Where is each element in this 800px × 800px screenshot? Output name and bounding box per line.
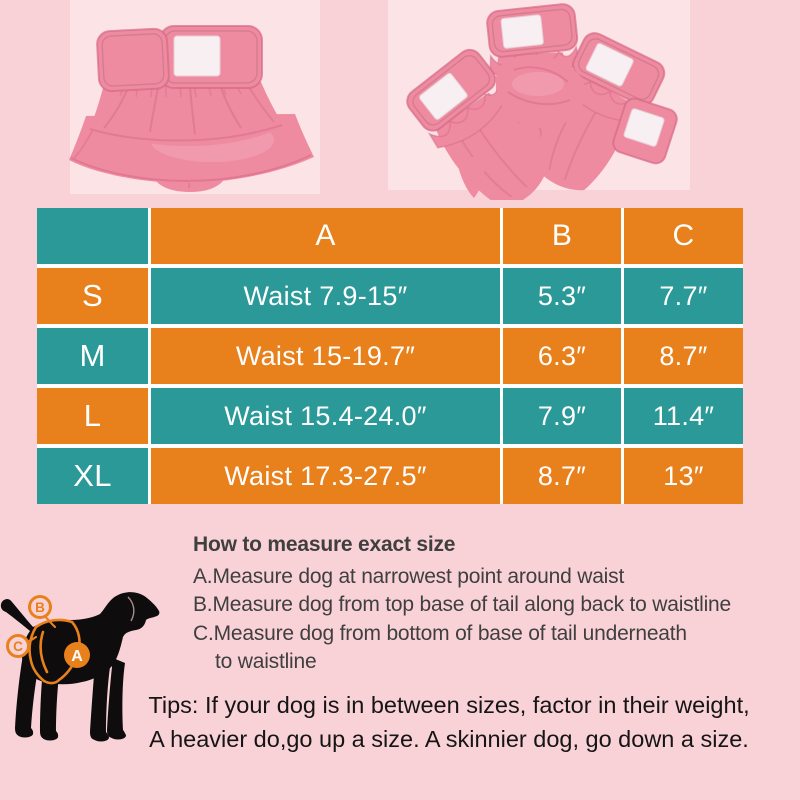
- product-photo-diaper-set: [388, 0, 690, 200]
- tips-note: Tips: If your dog is in between sizes, f…: [96, 689, 800, 756]
- measure-line-c: C.Measure dog from bottom of base of tai…: [193, 621, 687, 645]
- measure-line-a: A.Measure dog at narrowest point around …: [193, 564, 625, 588]
- measure-instructions: How to measure exact size A.Measure dog …: [193, 531, 798, 677]
- table-corner-cell: [37, 208, 148, 264]
- dog-ear-line: [127, 596, 135, 622]
- marker-b-circle: [28, 595, 52, 619]
- row-m-waist: Waist 15-19.7″: [151, 328, 500, 384]
- marker-c-circle: [6, 634, 30, 658]
- row-s-c: 7.7″: [624, 268, 743, 324]
- row-m-label: M: [37, 328, 148, 384]
- row-l-label: L: [37, 388, 148, 444]
- tips-line-2: A heavier do,go up a size. A skinnier do…: [149, 725, 749, 752]
- marker-b-letter: B: [35, 600, 45, 615]
- table-header-b: B: [503, 208, 621, 264]
- row-s-waist: Waist 7.9-15″: [151, 268, 500, 324]
- table-header-a: A: [151, 208, 500, 264]
- crumpled-ruffles: [496, 54, 586, 128]
- row-s-label: S: [37, 268, 148, 324]
- marker-c-letter: C: [13, 639, 23, 654]
- diaper-outline: [28, 618, 81, 685]
- row-l-c: 11.4″: [624, 388, 743, 444]
- measure-line-b: B.Measure dog from top base of tail alon…: [193, 593, 732, 617]
- row-xl-label: XL: [37, 448, 148, 504]
- table-header-c: C: [624, 208, 743, 264]
- row-l-b: 7.9″: [503, 388, 621, 444]
- measure-title: How to measure exact size: [193, 533, 456, 556]
- row-xl-waist: Waist 17.3-27.5″: [151, 448, 500, 504]
- measure-line-c-cont: to waistline: [215, 650, 317, 674]
- marker-a-circle: [64, 642, 90, 668]
- skirt-tier-1: [89, 82, 284, 147]
- marker-a-letter: A: [71, 648, 83, 665]
- velcro-patch: [173, 35, 221, 77]
- row-m-c: 8.7″: [624, 328, 743, 384]
- row-m-b: 6.3″: [503, 328, 621, 384]
- row-s-b: 5.3″: [503, 268, 621, 324]
- waistband-wing-velcro: [612, 97, 678, 165]
- tips-line-1: Tips: If your dog is in between sizes, f…: [148, 692, 750, 718]
- waistband-left-wing: [96, 27, 170, 93]
- dog-silhouette-illustration: B C A: [0, 592, 160, 742]
- product-photo-skirt-diaper: [69, 0, 320, 194]
- row-l-waist: Waist 15.4-24.0″: [151, 388, 500, 444]
- size-table: A B C S Waist 7.9-15″ 5.3″ 7.7″ M Waist …: [37, 208, 743, 504]
- row-xl-c: 13″: [624, 448, 743, 504]
- row-xl-b: 8.7″: [503, 448, 621, 504]
- waistband-right-wing: [159, 25, 263, 89]
- fabric-tip: [456, 156, 485, 198]
